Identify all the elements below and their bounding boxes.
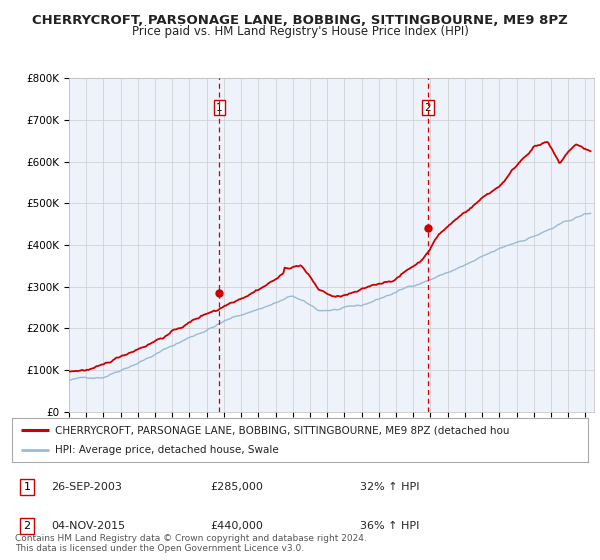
- Text: £440,000: £440,000: [210, 521, 263, 531]
- Text: 32% ↑ HPI: 32% ↑ HPI: [360, 482, 419, 492]
- Text: Contains HM Land Registry data © Crown copyright and database right 2024.
This d: Contains HM Land Registry data © Crown c…: [15, 534, 367, 553]
- Text: 04-NOV-2015: 04-NOV-2015: [51, 521, 125, 531]
- Text: 26-SEP-2003: 26-SEP-2003: [51, 482, 122, 492]
- Text: £285,000: £285,000: [210, 482, 263, 492]
- Text: CHERRYCROFT, PARSONAGE LANE, BOBBING, SITTINGBOURNE, ME9 8PZ (detached hou: CHERRYCROFT, PARSONAGE LANE, BOBBING, SI…: [55, 425, 510, 435]
- Text: Price paid vs. HM Land Registry's House Price Index (HPI): Price paid vs. HM Land Registry's House …: [131, 25, 469, 38]
- Text: 2: 2: [23, 521, 31, 531]
- Text: HPI: Average price, detached house, Swale: HPI: Average price, detached house, Swal…: [55, 445, 279, 455]
- Text: 1: 1: [216, 102, 223, 113]
- Text: 1: 1: [23, 482, 31, 492]
- Text: 36% ↑ HPI: 36% ↑ HPI: [360, 521, 419, 531]
- Text: 2: 2: [424, 102, 431, 113]
- Text: CHERRYCROFT, PARSONAGE LANE, BOBBING, SITTINGBOURNE, ME9 8PZ: CHERRYCROFT, PARSONAGE LANE, BOBBING, SI…: [32, 14, 568, 27]
